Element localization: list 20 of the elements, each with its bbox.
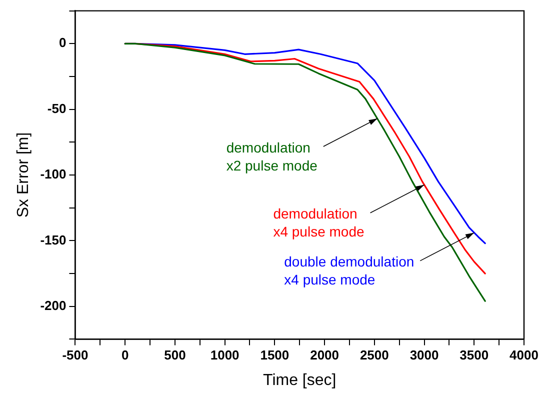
x-tick-label: 2000 — [310, 348, 340, 363]
y-tick-label: -150 — [40, 232, 66, 248]
y-tick-label: -200 — [40, 298, 66, 313]
x-axis-title: Time [sec] — [263, 372, 336, 389]
y-axis-title: Sx Error [m] — [15, 132, 32, 218]
x-tick-label: -500 — [62, 348, 88, 363]
x-tick-label: 0 — [121, 348, 129, 363]
x-tick-label: 2500 — [360, 348, 389, 363]
y-tick-label: 0 — [58, 35, 66, 50]
x-tick-label: 3500 — [460, 348, 489, 363]
x-tick-label: 500 — [164, 348, 186, 363]
y-tick-label: -100 — [40, 166, 66, 182]
x-tick-label: 3000 — [410, 348, 439, 363]
x-tick-label: 1000 — [210, 348, 240, 363]
annotation: demodulation x4 pulse mode — [273, 206, 364, 240]
y-tick-label: -50 — [47, 100, 66, 116]
x-tick-label: 4000 — [510, 348, 538, 363]
annotation: double demodulation x4 pulse mode — [284, 254, 414, 288]
annotation: demodulation x2 pulse mode — [226, 139, 318, 174]
x-tick-label: 1500 — [260, 348, 290, 363]
